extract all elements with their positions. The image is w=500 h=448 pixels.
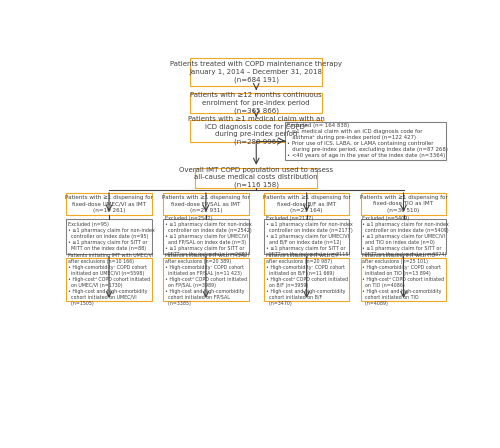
FancyBboxPatch shape bbox=[285, 121, 446, 160]
Text: Patients with ≥12 months continuous
enrolment for pre-index period
(n=365 866): Patients with ≥12 months continuous enro… bbox=[190, 92, 322, 114]
Text: Excluded (n= 164 838)
• ≥1 medical claim with an ICD diagnosis code for
   asthm: Excluded (n= 164 838) • ≥1 medical claim… bbox=[287, 123, 448, 158]
FancyBboxPatch shape bbox=[163, 258, 248, 301]
FancyBboxPatch shape bbox=[264, 258, 349, 301]
FancyBboxPatch shape bbox=[163, 193, 248, 215]
Text: Excluded (n=2542)
• ≥1 pharmacy claim for non-index
  controller on index date (: Excluded (n=2542) • ≥1 pharmacy claim fo… bbox=[165, 216, 252, 257]
Text: Patients with ≥1 dispensing for
fixed-dose TIO as IMT
(n=30 510): Patients with ≥1 dispensing for fixed-do… bbox=[360, 195, 448, 213]
FancyBboxPatch shape bbox=[264, 193, 349, 215]
FancyBboxPatch shape bbox=[264, 219, 349, 254]
FancyBboxPatch shape bbox=[66, 219, 152, 254]
Text: Overall IMT COPD population used to assess
all-cause medical costs distribution
: Overall IMT COPD population used to asse… bbox=[179, 167, 334, 189]
FancyBboxPatch shape bbox=[361, 219, 446, 254]
Text: Patients with ≥1 dispensing for
fixed-dose UMEC/VI as IMT
(n=10 261): Patients with ≥1 dispensing for fixed-do… bbox=[65, 195, 153, 213]
FancyBboxPatch shape bbox=[163, 219, 248, 254]
Text: Excluded (n=95)
• ≥1 pharmacy claim for non-index
  controller on index date (n=: Excluded (n=95) • ≥1 pharmacy claim for … bbox=[68, 222, 154, 251]
FancyBboxPatch shape bbox=[66, 193, 152, 215]
FancyBboxPatch shape bbox=[190, 93, 322, 113]
Text: Patients initiating IMT with TIO
after exclusions (n=25 101)
• High-comorbidityᶜ: Patients initiating IMT with TIO after e… bbox=[362, 253, 444, 306]
FancyBboxPatch shape bbox=[195, 168, 318, 188]
Text: Patients with ≥1 medical claim with an
ICD diagnosis code for COPDᵃ
during pre-i: Patients with ≥1 medical claim with an I… bbox=[188, 116, 324, 145]
Text: Patients initiating IMT with UMEC/VI
after exclusions (n=10 166)
• High-comorbid: Patients initiating IMT with UMEC/VI aft… bbox=[68, 253, 153, 306]
Text: Patients initiating IMT with FP/SAL
after exclusions (n=20 389)
• High-comorbidi: Patients initiating IMT with FP/SAL afte… bbox=[165, 253, 247, 306]
FancyBboxPatch shape bbox=[361, 193, 446, 215]
Text: Patients treated with COPD maintenance therapy
January 1, 2014 – December 31, 20: Patients treated with COPD maintenance t… bbox=[170, 61, 342, 83]
FancyBboxPatch shape bbox=[66, 258, 152, 301]
Text: Excluded (n=2177)
• ≥1 pharmacy claim for non-index
  controller on index date (: Excluded (n=2177) • ≥1 pharmacy claim fo… bbox=[266, 216, 352, 257]
Text: Excluded (n=5409)
• ≥1 pharmacy claim for non-index
  controller on index date (: Excluded (n=5409) • ≥1 pharmacy claim fo… bbox=[362, 216, 449, 257]
FancyBboxPatch shape bbox=[361, 258, 446, 301]
FancyBboxPatch shape bbox=[190, 120, 322, 142]
Text: Patients with ≥1 dispensing for
fixed-dose FP/SAL as IMT
(n=22 931): Patients with ≥1 dispensing for fixed-do… bbox=[162, 195, 250, 213]
Text: Patients with ≥1 dispensing for
fixed-dose B/F as IMT
(n=23 164): Patients with ≥1 dispensing for fixed-do… bbox=[262, 195, 350, 213]
Text: Patients initiating IMT with B/F
after exclusions (n=20 987)
• High-comorbidityᶜ: Patients initiating IMT with B/F after e… bbox=[266, 253, 347, 306]
FancyBboxPatch shape bbox=[190, 58, 322, 86]
